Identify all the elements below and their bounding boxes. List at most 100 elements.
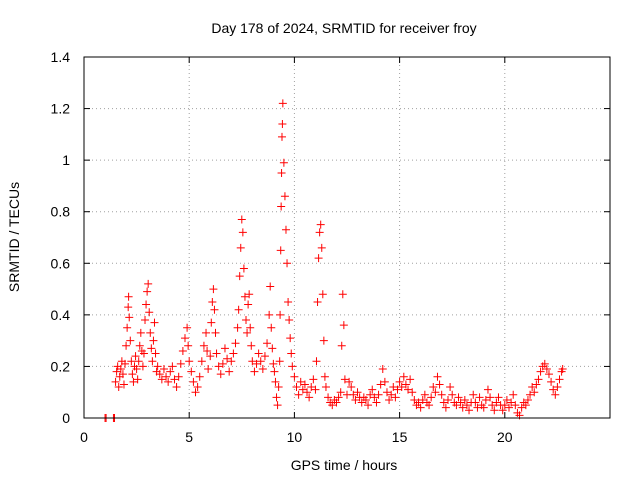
data-point <box>505 403 514 412</box>
data-point <box>275 357 284 366</box>
data-point <box>260 352 269 361</box>
x-tick-label: 15 <box>392 429 408 445</box>
data-point <box>347 383 356 392</box>
data-point <box>372 398 381 407</box>
data-point <box>458 403 467 412</box>
data-point <box>170 375 179 384</box>
data-point <box>114 383 123 392</box>
data-point <box>237 215 246 224</box>
data-point <box>172 383 181 392</box>
data-point <box>393 385 402 394</box>
data-point <box>490 406 499 415</box>
data-point <box>427 393 436 402</box>
chart-title: Day 178 of 2024, SRMTID for receiver fro… <box>211 20 476 36</box>
data-point <box>155 370 164 379</box>
data-point <box>481 395 490 404</box>
y-tick-label: 0 <box>62 410 70 426</box>
data-point <box>250 367 259 376</box>
data-point <box>298 385 307 394</box>
plot-frame <box>83 56 611 419</box>
data-point <box>498 406 507 415</box>
data-point <box>374 390 383 399</box>
data-point <box>138 362 147 371</box>
data-point <box>439 398 448 407</box>
data-point <box>366 390 375 399</box>
data-point <box>180 334 189 343</box>
data-point <box>551 390 560 399</box>
data-point <box>266 282 275 291</box>
data-point <box>277 202 286 211</box>
data-point <box>368 385 377 394</box>
data-point <box>128 370 137 379</box>
x-tick-label: 10 <box>287 429 303 445</box>
data-point <box>267 323 276 332</box>
data-point <box>274 383 283 392</box>
data-point <box>536 367 545 376</box>
data-point <box>521 401 530 410</box>
data-point <box>187 367 196 376</box>
data-point <box>227 357 236 366</box>
data-point <box>303 388 312 397</box>
data-point <box>206 352 215 361</box>
data-point <box>246 323 255 332</box>
data-point <box>429 383 438 392</box>
data-point <box>273 401 282 410</box>
data-point <box>143 287 152 296</box>
data-point <box>233 323 242 332</box>
data-point <box>148 357 157 366</box>
data-point <box>247 341 256 350</box>
data-point <box>144 279 153 288</box>
data-point <box>125 313 134 322</box>
data-point <box>134 357 143 366</box>
data-point <box>185 357 194 366</box>
data-point <box>399 372 408 381</box>
data-point <box>256 357 265 366</box>
data-point <box>336 388 345 397</box>
data-point <box>479 403 488 412</box>
grid-layer <box>84 57 610 418</box>
data-point <box>116 365 125 374</box>
data-point <box>351 395 360 404</box>
x-tick-label: 5 <box>185 429 193 445</box>
data-points <box>101 99 567 422</box>
data-point <box>387 390 396 399</box>
data-point <box>284 297 293 306</box>
data-point <box>272 393 281 402</box>
data-point <box>349 390 358 399</box>
data-point <box>385 395 394 404</box>
data-point <box>425 401 434 410</box>
data-point <box>248 357 257 366</box>
data-point <box>139 349 148 358</box>
data-point <box>223 354 232 363</box>
data-point <box>517 403 526 412</box>
data-point <box>433 372 442 381</box>
data-point <box>236 243 245 252</box>
data-point <box>150 318 159 327</box>
data-point <box>127 357 136 366</box>
data-point <box>420 390 429 399</box>
data-point <box>488 401 497 410</box>
data-point <box>210 305 219 314</box>
data-point <box>500 401 509 410</box>
data-point <box>361 395 370 404</box>
data-point <box>309 375 318 384</box>
data-point <box>549 385 558 394</box>
data-point <box>277 132 286 141</box>
data-point <box>321 383 330 392</box>
data-point <box>555 375 564 384</box>
data-point <box>279 158 288 167</box>
data-point <box>263 339 272 348</box>
data-point <box>404 385 413 394</box>
data-point <box>159 365 168 374</box>
data-point <box>153 362 162 371</box>
data-point <box>178 346 187 355</box>
data-point <box>376 380 385 389</box>
data-point <box>166 367 175 376</box>
data-point <box>292 383 301 392</box>
y-tick-label: 0.4 <box>51 307 71 323</box>
data-point <box>471 398 480 407</box>
data-point <box>328 401 337 410</box>
data-point <box>558 365 567 374</box>
data-point <box>129 377 138 386</box>
